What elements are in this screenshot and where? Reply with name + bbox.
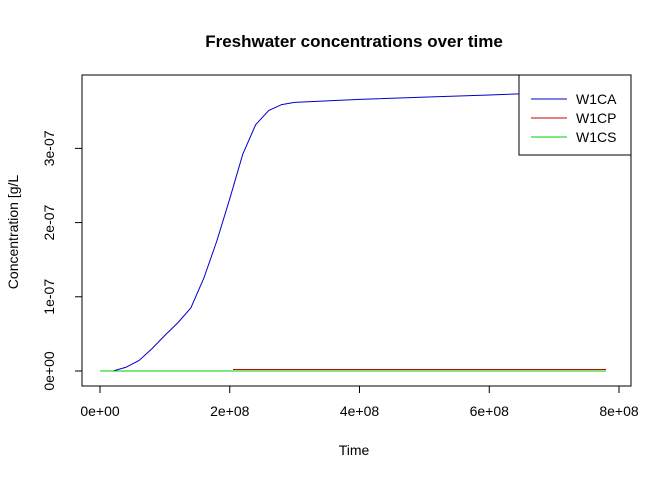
legend: W1CA W1CP W1CS: [518, 74, 632, 156]
legend-label-w1ca: W1CA: [576, 91, 617, 107]
x-tick-label: 0e+00: [80, 403, 120, 419]
chart-title: Freshwater concentrations over time: [205, 32, 503, 51]
legend-label-w1cp: W1CP: [576, 110, 616, 126]
legend-box: [518, 74, 632, 156]
y-axis: 0e+00 1e-07 2e-07 3e-07: [41, 130, 83, 391]
y-tick-label: 3e-07: [41, 130, 57, 166]
x-tick-label: 2e+08: [210, 403, 250, 419]
legend-label-w1cs: W1CS: [576, 129, 616, 145]
x-tick-label: 8e+08: [599, 403, 639, 419]
y-tick-label: 0e+00: [41, 351, 57, 391]
x-tick-label: 4e+08: [340, 403, 380, 419]
x-axis: 0e+00 2e+08 4e+08 6e+08 8e+08: [80, 385, 639, 419]
x-tick-label: 6e+08: [470, 403, 510, 419]
y-tick-label: 1e-07: [41, 279, 57, 315]
y-tick-label: 2e-07: [41, 204, 57, 240]
series-line-w1ca: [100, 90, 607, 372]
y-axis-label: Concentration [g/L: [5, 175, 21, 290]
series-layer: [100, 90, 607, 372]
x-axis-label: Time: [339, 442, 370, 458]
